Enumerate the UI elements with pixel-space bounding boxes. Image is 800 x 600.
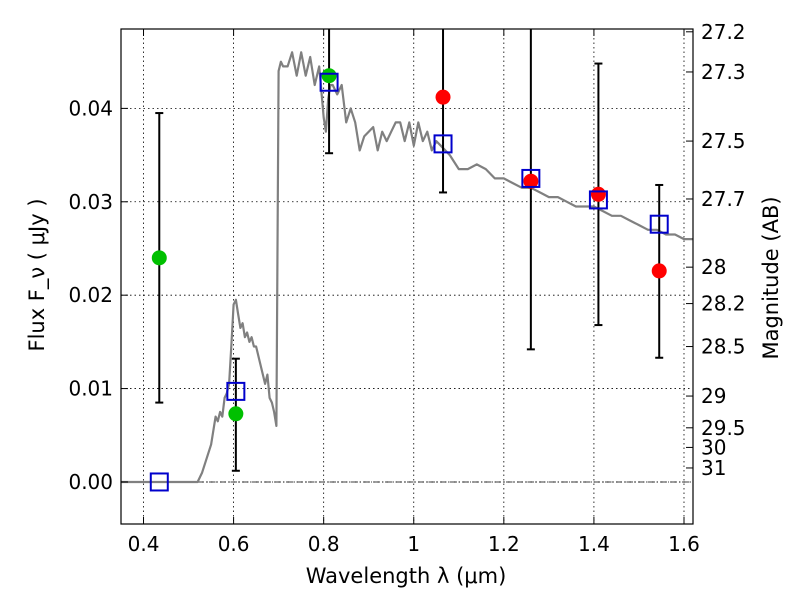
x-axis-ticks: 0.4 0.6 0.8 1 1.2 1.4 1.6: [128, 29, 700, 556]
magnitude-tick-label: 29: [701, 384, 726, 408]
data-markers: [149, 68, 669, 492]
photometry-point: [321, 68, 337, 84]
model-flux-square: [319, 72, 339, 92]
model-flux-square: [588, 190, 608, 210]
x-tick-label: 0.6: [218, 532, 250, 556]
model-flux-square: [433, 134, 453, 154]
magnitude-tick-label: 27.2: [701, 20, 746, 44]
photometry-point: [228, 406, 244, 422]
magnitude-tick-label: 30: [701, 435, 726, 459]
magnitude-tick-label: 29.5: [701, 416, 746, 440]
magnitude-tick-label: 28: [701, 255, 726, 279]
x-tick-label: 1.4: [578, 532, 610, 556]
photometry-point: [435, 89, 451, 105]
magnitude-tick-label: 27.3: [701, 60, 746, 84]
grid-lines: [121, 29, 693, 524]
y-tick-label: 0.00: [68, 470, 113, 494]
photometry-point: [151, 250, 167, 266]
y-tick-label: 0.02: [68, 283, 113, 307]
magnitude-tick-label: 27.5: [701, 129, 746, 153]
y-tick-label: 0.04: [68, 96, 113, 120]
photometry-point: [590, 186, 606, 202]
magnitude-tick-label: 27.7: [701, 187, 746, 211]
x-tick-label: 0.4: [128, 532, 160, 556]
photometry-point: [523, 173, 539, 189]
y-tick-label: 0.01: [68, 377, 113, 401]
x-tick-label: 1.2: [488, 532, 520, 556]
magnitude-tick-label: 28.5: [701, 335, 746, 359]
x-axis-label: Wavelength λ (μm): [306, 564, 507, 588]
y-tick-label: 0.03: [68, 190, 113, 214]
photometry-point: [651, 263, 667, 279]
y-axis-label: Flux F_ν ( μJy ): [25, 198, 50, 351]
y-axis-ticks: 0.00 0.01 0.02 0.03 0.04: [68, 96, 128, 494]
model-spectrum: [121, 51, 693, 484]
x-tick-label: 1: [407, 532, 420, 556]
x-tick-label: 0.8: [308, 532, 340, 556]
x-tick-label: 1.6: [668, 532, 700, 556]
error-bars: [155, 29, 664, 472]
model-flux-square: [521, 168, 541, 188]
magnitude-axis-label: Magnitude (AB): [759, 196, 783, 359]
model-flux-square: [149, 472, 169, 492]
model-flux-square: [649, 214, 669, 234]
spectrum-line: [121, 51, 693, 484]
magnitude-tick-label: 31: [701, 456, 726, 480]
plot-frame: [120, 28, 694, 525]
magnitude-tick-label: 28.2: [701, 292, 746, 316]
model-flux-square: [226, 381, 246, 401]
